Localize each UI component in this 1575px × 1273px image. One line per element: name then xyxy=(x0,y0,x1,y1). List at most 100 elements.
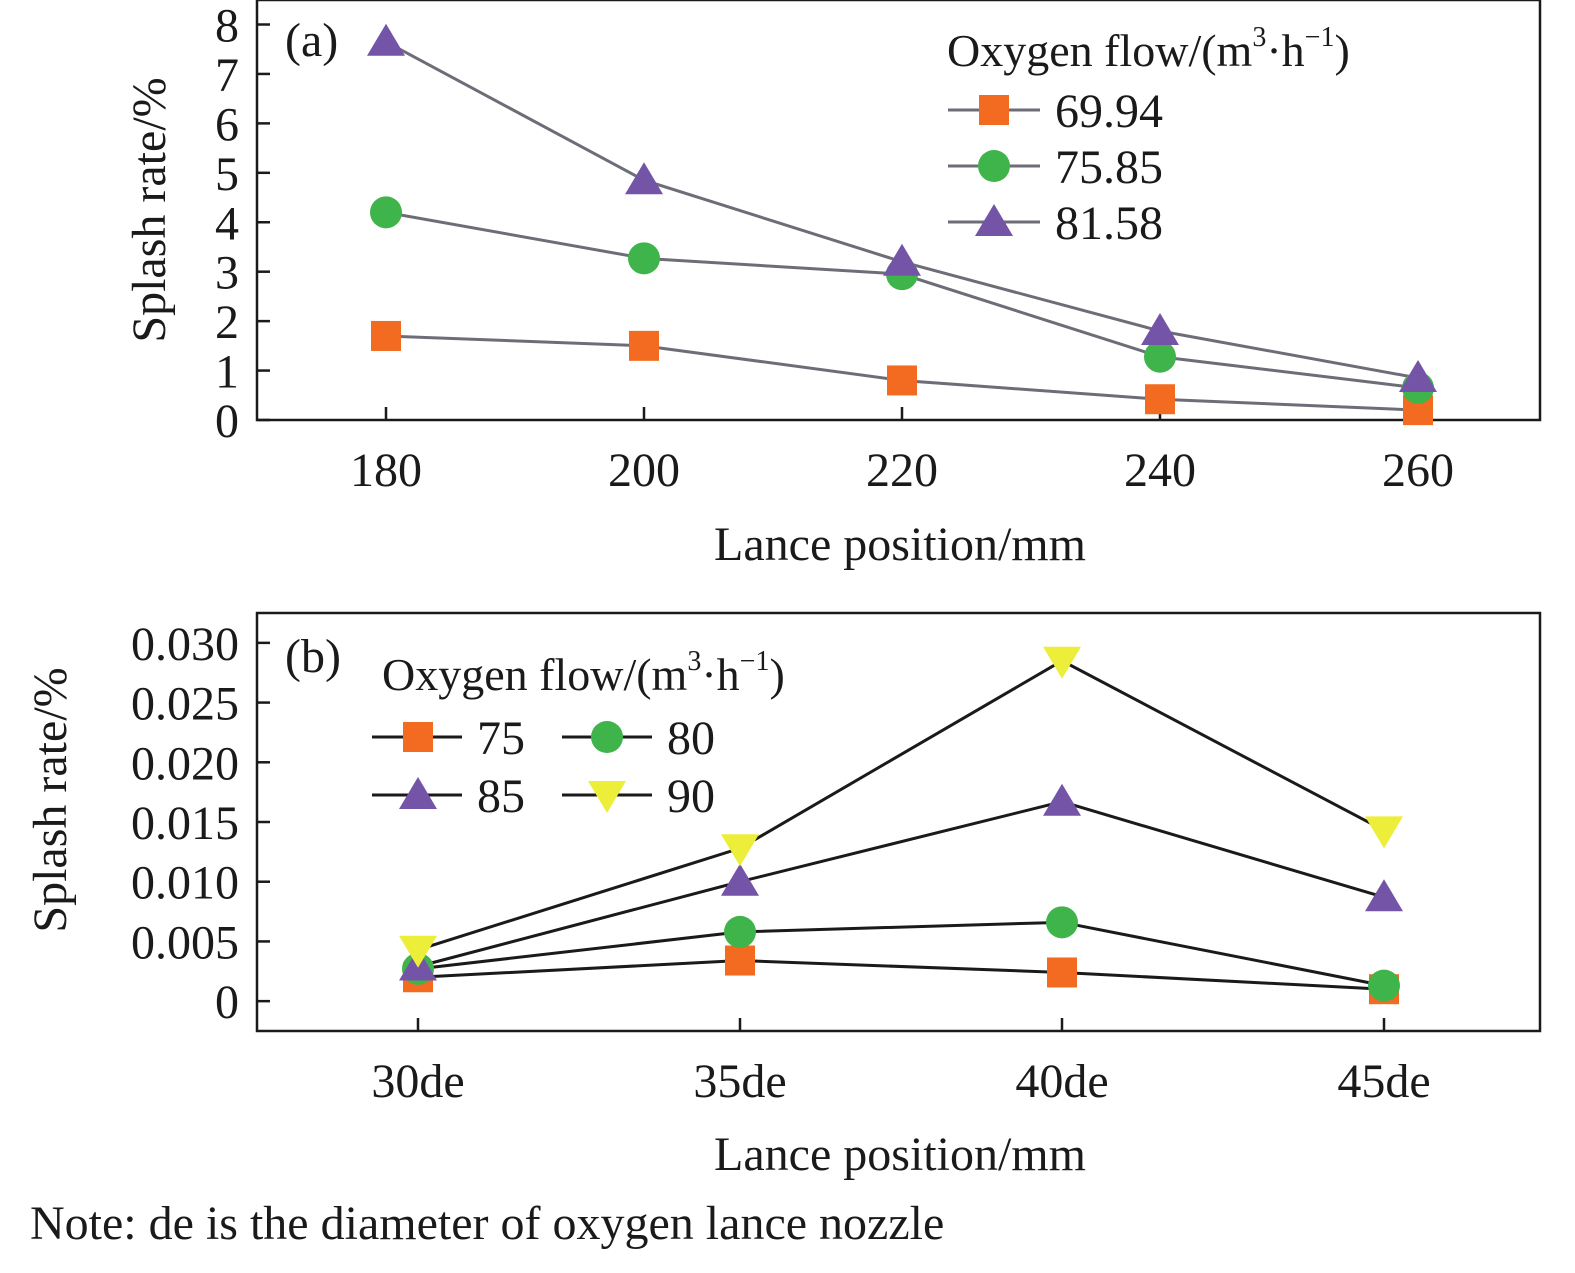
y-tick-label: 6 xyxy=(215,98,239,151)
legend-marker xyxy=(978,150,1010,182)
legend-label: 90 xyxy=(667,770,715,823)
data-point-85 xyxy=(721,863,759,896)
legend-marker xyxy=(588,781,626,813)
panel-a-y-axis-title: Splash rate/% xyxy=(123,77,176,342)
data-point-75-85 xyxy=(628,242,660,275)
y-tick-label: 0.020 xyxy=(131,737,239,790)
data-point-81-58 xyxy=(1141,313,1179,346)
data-point-81-58 xyxy=(1399,359,1437,392)
y-tick-label: 4 xyxy=(215,197,239,250)
legend-marker xyxy=(979,95,1009,125)
y-tick-label: 3 xyxy=(215,247,239,300)
x-tick-label: 45de xyxy=(1337,1055,1430,1108)
data-point-90 xyxy=(1365,816,1403,849)
data-point-90 xyxy=(1043,646,1081,679)
series-line-80 xyxy=(417,920,1385,988)
data-point-75 xyxy=(1047,957,1077,988)
panel-a-plot-frame xyxy=(255,0,1542,422)
panel-b-x-axis-title: Lance position/mm xyxy=(714,1128,1086,1181)
panel-b-x-ticks: 30de 35de 40de 45de xyxy=(371,1018,1431,1108)
data-point-81-58 xyxy=(883,243,921,276)
y-tick-label: 5 xyxy=(215,148,239,201)
panel-b-y-axis-title: Splash rate/% xyxy=(24,667,77,932)
data-point-81-58 xyxy=(625,162,663,195)
data-point-80 xyxy=(724,915,756,948)
x-tick-label: 30de xyxy=(371,1055,464,1108)
data-point-90 xyxy=(721,834,759,867)
data-point-69-94 xyxy=(1145,384,1175,415)
panel-b-chart: 0 0.005 0.010 0.015 0.020 0.025 0.030 30de 35de… xyxy=(24,611,1542,1181)
panel-b-legend-items: 75 80 85 90 xyxy=(372,712,715,823)
legend-title-mid: ·h xyxy=(1266,25,1304,76)
legend-title-mid: ·h xyxy=(701,649,739,700)
data-point-75-85 xyxy=(1144,340,1176,373)
panel-b-legend: Oxygen flow/(m3·h−1) 75 80 85 90 xyxy=(372,646,785,823)
data-point-85 xyxy=(1043,783,1081,816)
data-point-90 xyxy=(399,935,437,968)
x-tick-label: 260 xyxy=(1382,444,1454,497)
legend-title-sup: 3 xyxy=(687,646,701,677)
y-tick-label: 0.025 xyxy=(131,678,239,731)
panel-a-series-lines xyxy=(385,40,1419,412)
panel-b-y-ticks: 0 0.005 0.010 0.015 0.020 0.025 0.030 xyxy=(131,618,270,1029)
data-point-80 xyxy=(1368,969,1400,1002)
series-line-75-85 xyxy=(385,210,1419,390)
y-tick-label: 0.015 xyxy=(131,797,239,850)
y-tick-label: 0.010 xyxy=(131,857,239,910)
panel-b-legend-title: Oxygen flow/(m3·h−1) xyxy=(382,646,785,700)
data-point-80 xyxy=(1046,906,1078,939)
legend-title-end: ) xyxy=(769,649,784,700)
data-point-69-94 xyxy=(371,320,401,351)
y-tick-label: 7 xyxy=(215,49,239,102)
legend-label: 75 xyxy=(477,712,525,765)
y-tick-label: 0.030 xyxy=(131,618,239,671)
panel-b-series-lines xyxy=(417,659,1385,991)
panel-a-markers xyxy=(367,23,1437,426)
data-point-81-58 xyxy=(367,23,405,56)
data-point-69-94 xyxy=(887,365,917,396)
legend-title-end: ) xyxy=(1334,25,1349,76)
series-line-81-58 xyxy=(385,40,1419,380)
legend-title-main: Oxygen flow/(m xyxy=(382,649,688,700)
series-line-85 xyxy=(417,800,1385,968)
legend-title-sup: 3 xyxy=(1252,22,1266,53)
x-tick-label: 200 xyxy=(608,444,680,497)
data-point-75 xyxy=(725,945,755,976)
y-tick-label: 2 xyxy=(215,296,239,349)
x-tick-label: 180 xyxy=(350,444,422,497)
legend-label: 69.94 xyxy=(1055,85,1163,138)
panel-a-legend-title: Oxygen flow/(m3·h−1) xyxy=(947,22,1350,76)
y-tick-label: 0 xyxy=(215,395,239,448)
panel-a-x-axis-title: Lance position/mm xyxy=(714,518,1086,571)
x-tick-label: 40de xyxy=(1015,1055,1108,1108)
legend-marker xyxy=(591,721,623,753)
x-tick-label: 35de xyxy=(693,1055,786,1108)
panel-b-label: (b) xyxy=(285,630,341,683)
data-point-69-94 xyxy=(629,330,659,361)
y-tick-label: 0.005 xyxy=(131,916,239,969)
series-line-90 xyxy=(417,659,1385,952)
legend-marker xyxy=(399,777,437,809)
y-tick-label: 8 xyxy=(215,0,239,53)
legend-marker xyxy=(975,204,1013,236)
legend-label: 75.85 xyxy=(1055,141,1163,194)
legend-label: 81.58 xyxy=(1055,197,1163,250)
legend-title-sup: −1 xyxy=(740,646,770,677)
x-tick-label: 240 xyxy=(1124,444,1196,497)
series-line-75 xyxy=(417,959,1385,991)
y-tick-label: 0 xyxy=(215,976,239,1029)
panel-a-label: (a) xyxy=(285,14,338,67)
legend-label: 85 xyxy=(477,770,525,823)
legend-marker xyxy=(403,722,433,752)
figure-note: Note: de is the diameter of oxygen lance… xyxy=(30,1197,945,1250)
panel-b-markers xyxy=(399,646,1403,1005)
x-tick-label: 220 xyxy=(866,444,938,497)
y-tick-label: 1 xyxy=(215,346,239,399)
data-point-75-85 xyxy=(370,196,402,229)
legend-title-sup: −1 xyxy=(1305,22,1335,53)
